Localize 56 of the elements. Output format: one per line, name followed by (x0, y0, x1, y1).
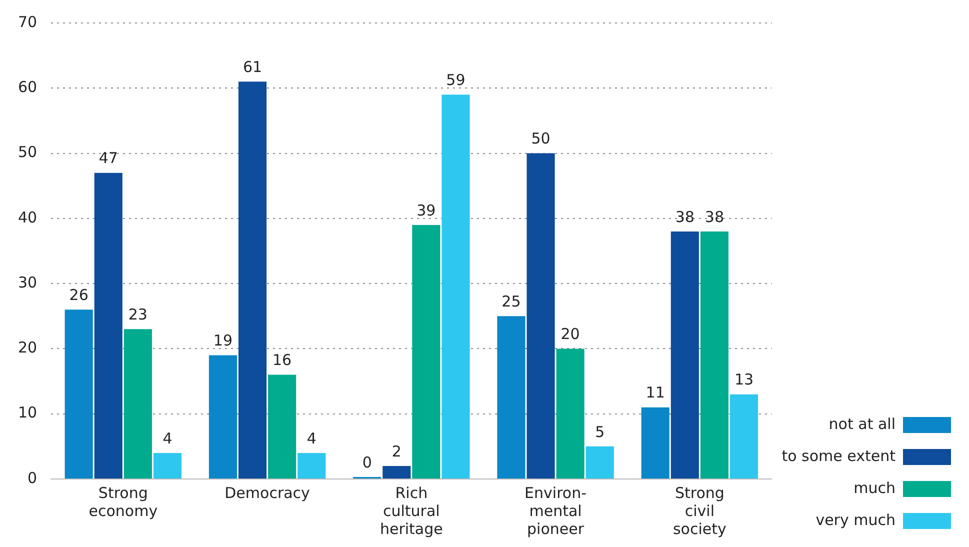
data-label: 19 (213, 332, 233, 350)
legend-label: to some extent (782, 446, 896, 465)
y-tick-label: 0 (28, 468, 38, 487)
x-tick-label: Strong civil society (672, 484, 726, 538)
data-label: 13 (734, 370, 754, 389)
data-label: 47 (98, 149, 118, 168)
bar (124, 329, 152, 478)
data-label: 38 (675, 208, 694, 226)
data-label: 20 (560, 325, 580, 344)
data-label: 23 (128, 306, 148, 324)
y-tick-label: 50 (18, 143, 38, 162)
bar (153, 452, 182, 478)
data-label: 26 (69, 286, 88, 304)
data-label: 25 (502, 292, 521, 311)
x-tick-label: Environ-mental pioneer (524, 484, 587, 538)
y-tick-label: 60 (18, 78, 38, 96)
bar (238, 82, 267, 478)
data-label: 0 (362, 453, 372, 472)
data-label: 39 (416, 201, 436, 220)
bar (641, 407, 670, 478)
y-tick-label: 10 (18, 404, 38, 422)
data-label: 59 (446, 71, 466, 90)
data-label: 38 (704, 208, 724, 226)
bar (268, 374, 296, 478)
legend-label: much (854, 478, 896, 497)
y-tick-label: 70 (18, 12, 38, 31)
bar (700, 231, 728, 478)
y-tick-label: 30 (18, 273, 38, 292)
y-tick-label: 20 (18, 338, 38, 357)
x-tick-label: Democracy (224, 484, 310, 502)
data-label: 50 (531, 130, 550, 148)
bar (556, 348, 584, 478)
data-label: 11 (646, 384, 665, 402)
data-label: 2 (392, 442, 402, 460)
bar (64, 310, 93, 478)
bar (298, 452, 326, 478)
x-tick-label: Rich cultural heritage (380, 484, 443, 538)
data-label: 61 (242, 58, 262, 76)
data-label: 16 (272, 351, 292, 370)
bar (412, 224, 440, 478)
bar (94, 172, 122, 478)
bar (382, 466, 411, 478)
bar (442, 94, 470, 478)
legend-label: very much (816, 510, 896, 529)
bar (497, 316, 526, 478)
x-tick-label: Strong economy (88, 484, 158, 520)
data-label: 4 (306, 429, 316, 448)
bar (730, 394, 758, 478)
bar (586, 446, 614, 478)
bar (526, 153, 555, 478)
data-label: 5 (595, 422, 605, 441)
y-tick-label: 40 (18, 208, 38, 226)
data-label: 4 (162, 429, 172, 448)
bar (670, 231, 699, 478)
bar (208, 355, 237, 478)
legend-label: not at all (828, 414, 896, 433)
